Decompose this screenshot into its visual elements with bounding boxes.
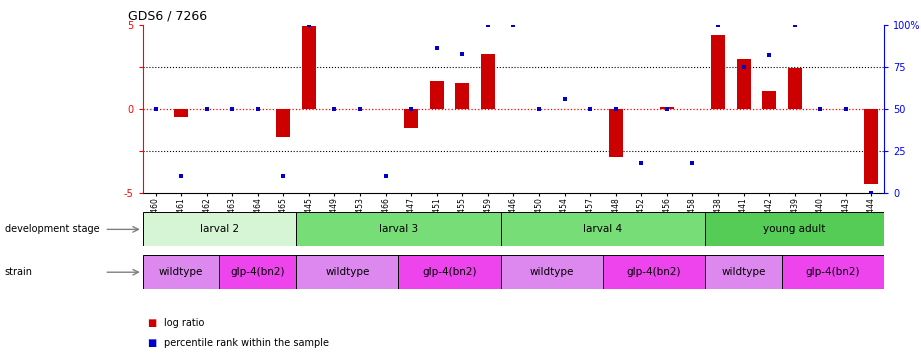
- Text: larval 3: larval 3: [379, 224, 418, 235]
- Bar: [762, 91, 776, 109]
- Bar: [659, 107, 674, 109]
- Bar: [404, 109, 418, 128]
- Text: glp-4(bn2): glp-4(bn2): [423, 267, 477, 277]
- Bar: [143, 212, 297, 246]
- Bar: [705, 255, 782, 289]
- Bar: [737, 59, 751, 109]
- Text: wildtype: wildtype: [530, 267, 574, 277]
- Bar: [864, 109, 879, 184]
- Bar: [501, 212, 705, 246]
- Text: wildtype: wildtype: [159, 267, 204, 277]
- Text: young adult: young adult: [764, 224, 826, 235]
- Bar: [711, 35, 725, 109]
- Text: GDS6 / 7266: GDS6 / 7266: [128, 9, 207, 22]
- Text: larval 2: larval 2: [200, 224, 239, 235]
- Text: wildtype: wildtype: [325, 267, 369, 277]
- Bar: [481, 54, 495, 109]
- Text: percentile rank within the sample: percentile rank within the sample: [164, 338, 329, 348]
- Text: development stage: development stage: [5, 224, 99, 235]
- Text: log ratio: log ratio: [164, 318, 204, 328]
- Text: ■: ■: [147, 338, 157, 348]
- Bar: [501, 255, 603, 289]
- Bar: [705, 212, 884, 246]
- Bar: [174, 109, 188, 117]
- Text: glp-4(bn2): glp-4(bn2): [627, 267, 682, 277]
- Bar: [302, 26, 316, 109]
- Text: larval 4: larval 4: [583, 224, 623, 235]
- Text: ■: ■: [147, 318, 157, 328]
- Text: glp-4(bn2): glp-4(bn2): [806, 267, 860, 277]
- Bar: [297, 212, 501, 246]
- Bar: [143, 255, 219, 289]
- Bar: [603, 255, 705, 289]
- Bar: [399, 255, 501, 289]
- Bar: [609, 109, 623, 157]
- Bar: [276, 109, 290, 137]
- Bar: [430, 81, 444, 109]
- Bar: [787, 68, 801, 109]
- Bar: [455, 83, 470, 109]
- Bar: [219, 255, 297, 289]
- Bar: [782, 255, 884, 289]
- Bar: [297, 255, 399, 289]
- Text: strain: strain: [5, 267, 32, 277]
- Text: glp-4(bn2): glp-4(bn2): [230, 267, 286, 277]
- Text: wildtype: wildtype: [721, 267, 765, 277]
